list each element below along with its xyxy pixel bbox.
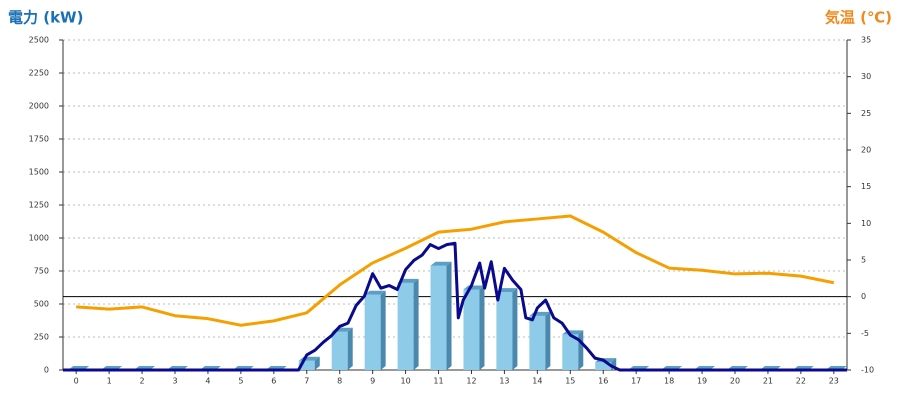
bar-side	[479, 285, 485, 370]
y-tick-label: 2000	[29, 102, 49, 111]
y-tick-label: 1500	[29, 168, 49, 177]
y-tick-label: 500	[34, 300, 49, 309]
x-tick-label: 5	[238, 377, 243, 386]
bar-side	[545, 311, 551, 370]
bar-side	[347, 327, 353, 370]
x-tick-label: 4	[205, 377, 210, 386]
bar-top	[364, 290, 386, 295]
y2-tick-label: 30	[861, 72, 871, 81]
bar-side	[413, 278, 419, 370]
bar-top	[430, 261, 452, 266]
x-tick-label: 1	[107, 377, 112, 386]
bar	[463, 289, 480, 370]
y2-tick-label: -10	[861, 366, 874, 375]
bar-side	[578, 330, 584, 370]
y2-tick-label: 5	[861, 256, 866, 265]
x-tick-label: 23	[829, 377, 839, 386]
bar	[397, 282, 414, 370]
y2-tick-label: 0	[861, 292, 866, 301]
y-tick-label: 2500	[29, 36, 49, 45]
x-tick-label: 6	[271, 377, 276, 386]
x-tick-label: 15	[565, 377, 575, 386]
x-tick-label: 12	[466, 377, 476, 386]
y-axis-title: 電力 (kW)	[8, 9, 83, 27]
y-tick-label: 250	[34, 333, 49, 342]
bar-top	[496, 288, 518, 293]
y-tick-label: 1000	[29, 234, 49, 243]
y2-tick-label: 10	[861, 219, 871, 228]
x-tick-label: 14	[532, 377, 542, 386]
temperature-line	[76, 214, 835, 327]
bar-side	[314, 356, 320, 370]
y2-tick-label: 20	[861, 146, 871, 155]
y2-tick-label: 15	[861, 182, 871, 191]
x-tick-label: 9	[370, 377, 375, 386]
y-tick-label: 2250	[29, 69, 49, 78]
bar	[331, 331, 348, 370]
bar	[529, 315, 546, 370]
x-tick-label: 16	[598, 377, 608, 386]
x-tick-label: 0	[74, 377, 79, 386]
bar	[496, 292, 513, 370]
x-tick-label: 21	[763, 377, 773, 386]
x-tick-label: 19	[697, 377, 707, 386]
x-tick-label: 20	[730, 377, 740, 386]
x-tick-label: 3	[172, 377, 177, 386]
x-tick-label: 2	[140, 377, 145, 386]
x-tick-label: 18	[664, 377, 674, 386]
x-tick-label: 8	[337, 377, 342, 386]
power-line	[63, 241, 847, 372]
bar	[364, 294, 381, 370]
bar-side	[446, 261, 452, 370]
y-tick-label: 0	[44, 366, 49, 375]
y2-tick-label: 25	[861, 109, 871, 118]
y-tick-label: 1250	[29, 201, 49, 210]
bar	[595, 362, 612, 370]
bar-side	[380, 290, 386, 370]
x-tick-label: 22	[796, 377, 806, 386]
bar	[430, 265, 447, 370]
y-tick-label: 750	[34, 267, 49, 276]
bar-side	[512, 288, 518, 370]
x-tick-label: 11	[433, 377, 443, 386]
y-tick-label: 1750	[29, 135, 49, 144]
y2-axis-title: 気温 (℃)	[825, 9, 892, 27]
x-tick-label: 10	[400, 377, 410, 386]
bar	[562, 334, 579, 370]
x-tick-label: 17	[631, 377, 641, 386]
bar	[298, 360, 315, 370]
x-tick-label: 13	[499, 377, 509, 386]
x-tick-label: 7	[304, 377, 309, 386]
y2-tick-label: 35	[861, 36, 871, 45]
y2-tick-label: -5	[861, 329, 869, 338]
